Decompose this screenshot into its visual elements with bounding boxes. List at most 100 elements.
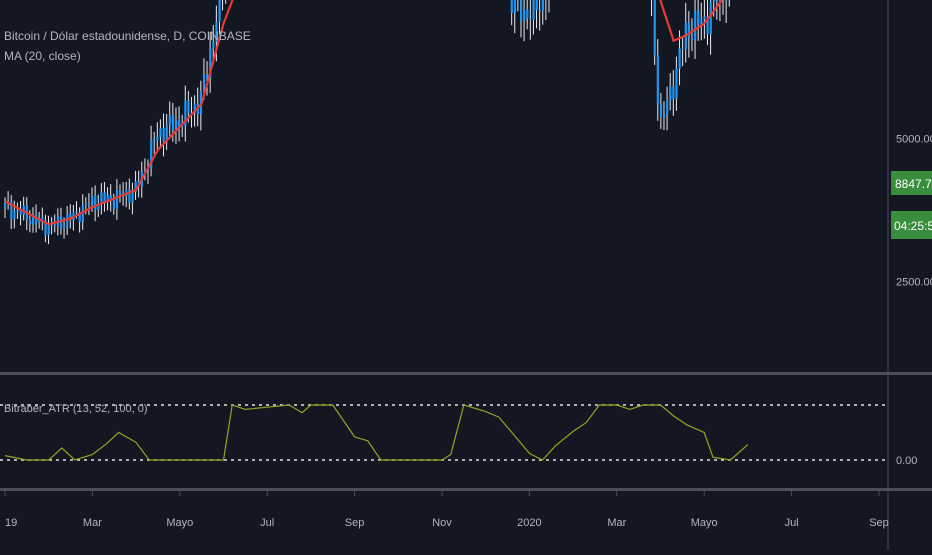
candle-body bbox=[526, 9, 529, 19]
candle-body bbox=[678, 48, 681, 69]
candle-body bbox=[94, 195, 97, 210]
candle-body bbox=[103, 192, 106, 202]
ma-line bbox=[4, 0, 724, 226]
ma-legend[interactable]: MA (20, close) bbox=[4, 49, 81, 63]
candle-body bbox=[718, 0, 722, 2]
candle-body bbox=[532, 0, 535, 20]
candle-body bbox=[165, 124, 168, 143]
candle-body bbox=[541, 0, 544, 12]
time-tick-label: Mar bbox=[83, 517, 102, 529]
time-tick-label: Mayo bbox=[166, 517, 193, 529]
candle-body bbox=[168, 115, 171, 125]
indicator-legend[interactable]: Bitraber_ATR (13, 52, 100, 0) bbox=[4, 403, 147, 415]
last-price-badge: 8847.70 bbox=[895, 177, 932, 191]
candle-body bbox=[13, 211, 16, 220]
countdown-badge: 04:25:58 bbox=[894, 219, 932, 233]
price-tick-label: 7500.00 bbox=[896, 0, 932, 2]
candle-body bbox=[687, 22, 691, 38]
candle-body bbox=[100, 192, 103, 205]
time-tick-label: Mayo bbox=[691, 517, 718, 529]
candle-body bbox=[523, 9, 526, 22]
candle-body bbox=[119, 190, 122, 194]
candle-body bbox=[659, 104, 663, 118]
countdown-badge-bg bbox=[891, 211, 932, 239]
candle-body bbox=[694, 10, 697, 40]
candle-body bbox=[106, 195, 109, 202]
candle-body bbox=[91, 195, 94, 205]
candle-body bbox=[535, 0, 538, 11]
candle-body bbox=[28, 219, 32, 225]
candle-body bbox=[181, 126, 184, 128]
candle-body bbox=[212, 41, 215, 49]
candle-body bbox=[218, 0, 221, 22]
ma-series[interactable] bbox=[4, 0, 748, 226]
time-tick-label: Jul bbox=[785, 517, 799, 529]
candle-body bbox=[184, 100, 187, 127]
price-axis[interactable]: 2500.005000.007500.0010000.0012500.00150… bbox=[896, 0, 932, 467]
candle-body bbox=[162, 127, 165, 143]
indicator-line bbox=[4, 404, 749, 461]
candle-body bbox=[31, 214, 35, 225]
candle-body bbox=[150, 139, 153, 169]
candle-body bbox=[681, 48, 684, 50]
candle-body bbox=[193, 103, 196, 113]
candle-body bbox=[75, 211, 78, 213]
candle-body bbox=[109, 195, 112, 201]
candle-body bbox=[16, 210, 19, 212]
candle-body bbox=[538, 10, 541, 12]
candle-body bbox=[712, 0, 715, 2]
candle-body bbox=[131, 191, 134, 203]
candle-body bbox=[44, 220, 47, 236]
time-axis[interactable]: 19 Mar Mayo Jul Sep Nov 2020 Mar Mayo Jul Sep bbox=[4, 491, 889, 529]
candle-body bbox=[115, 190, 119, 209]
candle-body bbox=[656, 55, 659, 105]
price-tick-label: 2500.00 bbox=[896, 277, 932, 289]
last-price-badge-bg bbox=[891, 171, 932, 195]
candle-body bbox=[513, 0, 516, 13]
candle-body bbox=[690, 37, 694, 40]
candle-body bbox=[519, 0, 523, 22]
indicator-series[interactable] bbox=[4, 404, 749, 461]
candle-body bbox=[78, 212, 81, 222]
candle-body bbox=[47, 225, 50, 236]
candle-body bbox=[725, 0, 728, 1]
candle-body bbox=[4, 202, 7, 208]
price-badges: 8847.70 04:25:58 bbox=[891, 171, 932, 239]
pane-separator bbox=[0, 372, 932, 375]
indicator-tick-label: 0.00 bbox=[896, 455, 917, 467]
candle-body bbox=[50, 223, 53, 226]
time-axis-separator bbox=[0, 488, 932, 491]
candle-body bbox=[143, 170, 147, 172]
candle-body bbox=[87, 203, 91, 205]
candle-body bbox=[171, 115, 175, 131]
candle-body bbox=[159, 127, 162, 137]
symbol-title[interactable]: Bitcoin / Dólar estadounidense, D, COINB… bbox=[4, 29, 251, 43]
candle-body bbox=[510, 0, 513, 13]
candle-body bbox=[63, 226, 66, 229]
time-tick-label: Sep bbox=[345, 517, 365, 529]
candle-body bbox=[706, 16, 709, 35]
candle-body bbox=[84, 203, 88, 205]
candle-body bbox=[134, 181, 137, 192]
candle-body bbox=[81, 204, 84, 222]
candle-body bbox=[709, 1, 712, 35]
candle-body bbox=[529, 18, 532, 20]
time-tick-label: Nov bbox=[432, 517, 452, 529]
candle-body bbox=[215, 21, 218, 42]
candle-body bbox=[41, 217, 44, 221]
candle-body bbox=[703, 16, 706, 20]
candle-body bbox=[112, 200, 115, 209]
candle-body bbox=[206, 74, 209, 79]
candle-body bbox=[174, 120, 178, 131]
candle-body bbox=[202, 74, 206, 92]
candle-body bbox=[666, 100, 669, 115]
candle-body bbox=[178, 120, 181, 128]
candle-body bbox=[59, 216, 63, 229]
candle-body bbox=[653, 0, 656, 56]
candle-body bbox=[128, 189, 131, 203]
time-tick-label: Sep bbox=[869, 517, 889, 529]
candle-body bbox=[675, 68, 678, 99]
